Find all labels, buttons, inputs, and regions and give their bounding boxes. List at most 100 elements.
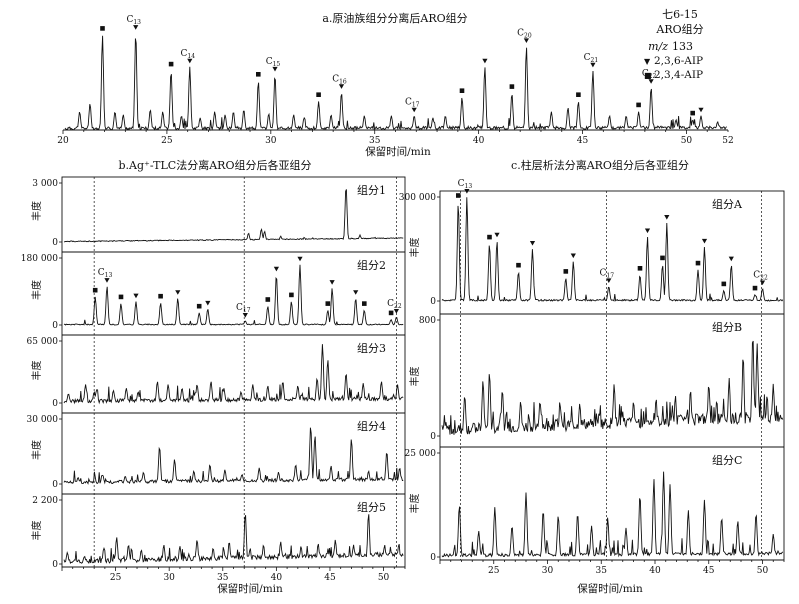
x-tick-label: 30 — [265, 136, 277, 146]
y-axis-label: 丰度 — [30, 280, 43, 300]
subplot-b-3: 65 000 0 丰度 组分3 — [27, 334, 405, 409]
subplot-label: 组分3 — [357, 341, 386, 355]
carbon-number-label: C20 — [517, 28, 532, 39]
subplot-label: 组分1 — [357, 183, 386, 197]
carbon-number-label: C14 — [181, 49, 196, 60]
y-max-label: 180 000 — [21, 254, 58, 264]
x-tick-label: 35 — [596, 566, 608, 576]
y-axis-label: 丰度 — [408, 367, 421, 387]
panel-b-frame — [61, 176, 406, 568]
aip-236-marker — [482, 58, 488, 64]
chromatogram-trace — [63, 514, 404, 565]
x-tick-label: 25 — [110, 573, 122, 583]
aip-236-marker — [464, 189, 470, 194]
carbon-number-label: C17 — [405, 98, 420, 109]
aip-234-marker — [752, 285, 758, 291]
aip-236-marker — [590, 62, 596, 68]
y-zero-label: 0 — [52, 560, 58, 570]
chromatogram-trace — [63, 344, 404, 405]
y-zero-label: 0 — [52, 399, 58, 409]
y-max-label: 25 000 — [405, 449, 437, 459]
aip-236-marker — [701, 238, 708, 244]
legend-mz-label: m/z — [648, 40, 668, 53]
x-tick-label: 45 — [324, 573, 336, 583]
legend-fraction: ARO组分 — [655, 22, 703, 36]
y-max-label: 3 000 — [32, 179, 58, 189]
y-max-label: 65 000 — [27, 337, 59, 347]
panel-a-xlabel: 保留时间/min — [365, 145, 431, 158]
y-axis-label: 丰度 — [408, 494, 421, 514]
aip-234-marker — [118, 294, 124, 300]
chromatogram-trace — [63, 427, 404, 485]
panel-c-xlabel: 保留时间/min — [577, 582, 643, 595]
aip-236-marker — [205, 300, 211, 306]
aip-236-marker — [570, 253, 576, 259]
aip-234-marker — [509, 84, 515, 89]
aip-236-marker — [648, 79, 654, 84]
carbon-number-label: C17 — [236, 303, 251, 314]
carbon-number-label: C22 — [387, 299, 402, 310]
subplot-label: 组分C — [712, 453, 742, 467]
aip-236-marker — [273, 266, 279, 272]
carbon-number-label: C13 — [126, 15, 141, 26]
aip-236-marker — [523, 38, 529, 43]
legend-triangle-symbol: ▼ — [644, 57, 651, 66]
x-tick-label: 50 — [681, 136, 693, 146]
aip-234-marker — [690, 110, 695, 116]
carbon-number-label: C22 — [753, 271, 768, 282]
panel-a-title: a.原油族组分分离后ARO组分 — [322, 11, 467, 25]
x-tick-label: 40 — [649, 566, 661, 576]
aip-236-marker — [133, 293, 139, 299]
chromatogram-trace — [441, 471, 784, 558]
subplot-c-1: 300 000 0 丰度 组分A C13 C17 C22 — [399, 179, 784, 307]
y-max-label: 30 000 — [27, 415, 59, 425]
aip-236-marker — [175, 290, 181, 295]
aip-234-marker — [100, 26, 105, 31]
x-tick-label: 25 — [488, 566, 500, 576]
y-zero-label: 0 — [52, 321, 58, 331]
chromatogram-trace — [63, 189, 404, 243]
aip-234-marker — [695, 260, 701, 266]
y-max-label: 300 000 — [399, 193, 436, 203]
subplot-c-3: 25 000 0 丰度 组分C — [405, 446, 784, 563]
subplot-b-4: 30 000 0 丰度 组分4 — [27, 412, 405, 490]
y-zero-label: 0 — [52, 238, 58, 248]
x-tick-label: 45 — [703, 566, 715, 576]
x-tick-label: 20 — [57, 136, 69, 146]
subplot-label: 组分2 — [357, 258, 386, 272]
x-tick-label: 52 — [722, 136, 733, 146]
chromatogram-trace — [63, 264, 404, 326]
aip-234-marker — [636, 102, 641, 108]
aip-234-marker — [362, 301, 367, 306]
subplot-b-5: 2 200 0 丰度 组分5 — [30, 493, 405, 570]
legend-triangle-label: 2,3,6-AIP — [654, 55, 703, 67]
y-zero-label: 0 — [430, 432, 436, 442]
carbon-number-label: C21 — [584, 53, 599, 64]
x-tick-label: 25 — [161, 136, 173, 146]
subplot-label: 组分5 — [357, 500, 386, 514]
aip-234-marker — [196, 303, 202, 309]
x-tick-label: 40 — [473, 136, 485, 146]
carbon-number-label: C16 — [332, 74, 347, 85]
aip-234-marker — [256, 72, 261, 77]
aip-236-marker — [329, 280, 335, 285]
aip-234-marker — [516, 262, 521, 268]
aip-236-marker — [698, 107, 704, 113]
aip-236-marker — [606, 278, 612, 283]
panel-a: C13 C14 C15 C16 C17 C20 C21 C22 20 25 30 35 40 45 50 52 — [57, 15, 733, 146]
chromatogram-trace — [441, 340, 784, 435]
y-axis-label: 丰度 — [30, 201, 43, 221]
y-zero-label: 0 — [430, 297, 436, 307]
aip-236-marker — [187, 58, 193, 64]
aip-236-marker — [353, 290, 359, 295]
subplot-label: 组分4 — [357, 419, 386, 433]
aip-236-marker — [664, 215, 670, 220]
aip-236-marker — [242, 313, 248, 318]
x-tick-label: 45 — [577, 136, 589, 146]
chromatogram-trace — [441, 197, 784, 302]
x-tick-label: 30 — [542, 566, 554, 576]
x-tick-label: 35 — [369, 136, 381, 146]
aip-234-marker — [265, 297, 271, 302]
aip-234-marker — [158, 293, 163, 299]
plot-layer: C13 C14 C15 C16 C17 C20 C21 C22 20 25 30 35 40 45 50 52… — [21, 15, 785, 583]
